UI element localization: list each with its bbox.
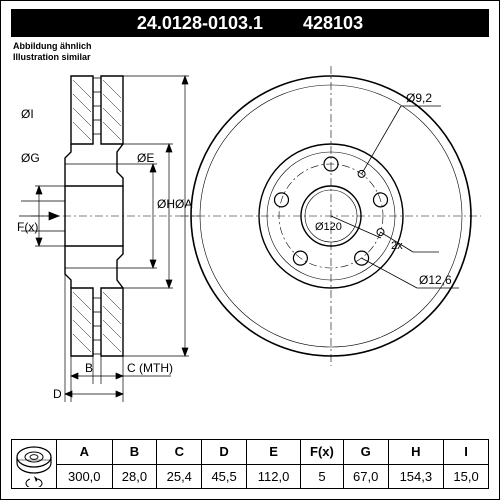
table-value-row: 300,0 28,0 25,4 45,5 112,0 5 67,0 154,3 … xyxy=(12,464,489,489)
label-Fx: F(x) xyxy=(17,220,38,234)
val-D: 45,5 xyxy=(202,464,247,489)
label-dI: ØI xyxy=(21,107,34,121)
val-H: 154,3 xyxy=(388,464,444,489)
col-E: E xyxy=(247,440,301,465)
label-d92: Ø9,2 xyxy=(406,91,432,105)
col-A: A xyxy=(57,440,113,465)
val-G: 67,0 xyxy=(343,464,388,489)
val-C: 25,4 xyxy=(157,464,202,489)
label-d126: Ø12,6 xyxy=(419,273,452,287)
col-B: B xyxy=(112,440,157,465)
val-I: 15,0 xyxy=(444,464,489,489)
col-G: G xyxy=(343,440,388,465)
col-C: C xyxy=(157,440,202,465)
label-C: C (MTH) xyxy=(127,361,173,375)
rotor-icon xyxy=(14,441,54,487)
width-dims xyxy=(65,274,171,402)
label-dE: ØE xyxy=(137,151,154,165)
rotor-icon-cell xyxy=(12,440,57,489)
label-dG: ØG xyxy=(21,151,40,165)
label-dH: ØH xyxy=(157,197,175,211)
diagram: Ø9,2 Ø120 2x Ø12,6 xyxy=(11,41,489,419)
dimension-table: A B C D E F(x) G H I 300,0 28,0 25,4 45,… xyxy=(11,439,489,489)
val-F: 5 xyxy=(301,464,344,489)
label-2x: 2x xyxy=(391,240,403,252)
col-D: D xyxy=(202,440,247,465)
front-view: Ø9,2 Ø120 2x Ø12,6 xyxy=(181,66,481,366)
code: 428103 xyxy=(303,13,363,34)
title-bar: 24.0128-0103.1 428103 xyxy=(11,9,489,37)
val-B: 28,0 xyxy=(112,464,157,489)
col-H: H xyxy=(388,440,444,465)
label-dA: ØA xyxy=(175,197,192,211)
col-F: F(x) xyxy=(301,440,344,465)
drawing-sheet: 24.0128-0103.1 428103 Abbildung ähnlich … xyxy=(0,0,500,500)
locating-holes xyxy=(358,170,384,235)
val-A: 300,0 xyxy=(57,464,113,489)
table-header-row: A B C D E F(x) G H I xyxy=(12,440,489,465)
side-view: ØI ØG ØE ØH ØA F(x) xyxy=(17,76,201,402)
technical-drawing-svg: Ø9,2 Ø120 2x Ø12,6 xyxy=(11,41,489,421)
col-I: I xyxy=(444,440,489,465)
label-D: D xyxy=(53,387,62,401)
label-d120: Ø120 xyxy=(315,221,342,233)
part-number: 24.0128-0103.1 xyxy=(137,13,263,34)
label-B: B xyxy=(85,361,93,375)
val-E: 112,0 xyxy=(247,464,301,489)
